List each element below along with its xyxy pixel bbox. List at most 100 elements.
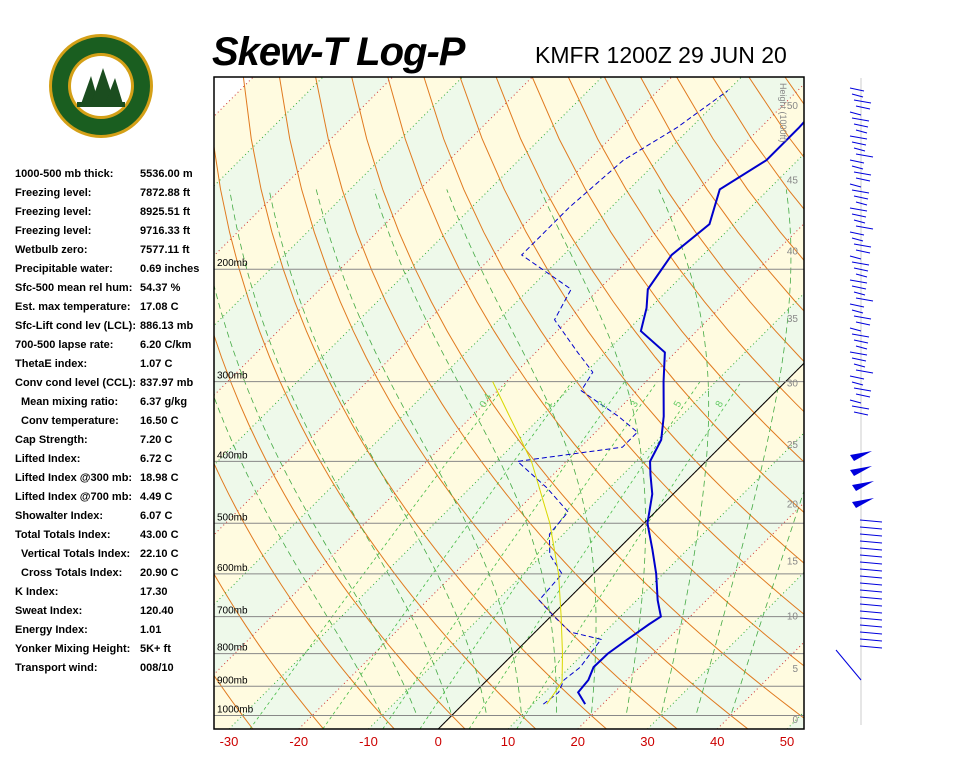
index-value: 20.90 C <box>140 567 179 579</box>
wind-pennant <box>850 451 872 461</box>
index-value: 886.13 mb <box>140 320 194 332</box>
mixing-ratio-label: 3 <box>629 399 642 410</box>
wind-barb <box>855 129 868 134</box>
wind-barb <box>849 207 868 212</box>
index-value: 837.97 mb <box>140 377 194 389</box>
isotherm <box>228 153 804 729</box>
wind-barb <box>859 519 883 523</box>
x-tick-label: 40 <box>710 734 724 749</box>
wind-barb <box>855 369 874 374</box>
dry-adiabat <box>279 77 678 729</box>
wind-barb <box>853 339 869 344</box>
isotherm <box>214 77 463 327</box>
index-row: Vertical Totals Index: 22.10 C <box>15 548 215 567</box>
height-tick-label: 5 <box>792 664 798 675</box>
x-tick-label: -20 <box>289 734 308 749</box>
index-value: 43.00 C <box>140 529 179 541</box>
index-value: 6.37 g/kg <box>140 396 188 408</box>
zero-isotherm <box>437 362 804 729</box>
wind-barb <box>849 327 862 332</box>
x-tick-label: -30 <box>220 734 239 749</box>
index-row: Transport wind: 008/10 <box>15 662 215 681</box>
index-value: 22.10 C <box>140 548 179 560</box>
index-value: 1.07 C <box>140 358 173 370</box>
index-value: 7577.11 ft <box>140 244 190 256</box>
wind-barb <box>855 153 874 158</box>
index-value: 5K+ ft <box>140 643 171 655</box>
dry-adiabat <box>214 572 324 729</box>
wind-barb <box>859 533 883 537</box>
index-row: Energy Index: 1.01 <box>15 624 215 643</box>
index-row: Est. max temperature: 17.08 C <box>15 301 215 320</box>
index-row: Lifted Index @300 mb: 18.98 C <box>15 472 215 491</box>
index-label: K Index: <box>15 586 59 598</box>
wind-barb <box>851 333 870 338</box>
index-label: Mean mixing ratio: <box>21 396 119 408</box>
temperature-profile <box>576 120 804 705</box>
wind-barb <box>849 279 868 284</box>
height-tick-label: 35 <box>787 314 799 325</box>
index-label: Lifted Index: <box>15 453 81 465</box>
dry-adiabat <box>857 77 960 729</box>
wind-barb <box>853 219 866 224</box>
isobar-label: 900mb <box>217 675 248 686</box>
station-time-label: KMFR 1200Z 29 JUN 20 <box>535 42 787 68</box>
isotherm <box>214 77 742 606</box>
wind-barb <box>859 624 883 628</box>
dry-adiabat <box>315 77 749 729</box>
index-label: Lifted Index @300 mb: <box>15 472 133 484</box>
x-tick-label: 50 <box>780 734 794 749</box>
index-value: 16.50 C <box>140 415 179 427</box>
wind-barb <box>859 589 883 593</box>
index-label: Total Totals Index: <box>15 529 111 541</box>
index-row: Showalter Index: 6.07 C <box>15 510 215 529</box>
wind-barb <box>853 315 872 320</box>
wind-pennant <box>852 481 874 491</box>
index-label: Lifted Index @700 mb: <box>15 491 133 503</box>
isobar-label: 600mb <box>217 563 248 574</box>
index-label: Freezing level: <box>15 206 92 218</box>
wind-barb <box>859 547 883 551</box>
index-label: Vertical Totals Index: <box>21 548 131 560</box>
height-tick-label: 45 <box>787 176 799 187</box>
wind-barb <box>849 87 865 92</box>
index-row: Conv cond level (CCL): 837.97 mb <box>15 377 215 396</box>
moist-adiabat <box>373 189 557 713</box>
isobar-label: 700mb <box>217 606 248 617</box>
index-row: Freezing level: 7872.88 ft <box>15 187 215 206</box>
isotherm <box>786 711 804 729</box>
index-row: Sweat Index: 120.40 <box>15 605 215 624</box>
wind-barb <box>849 135 868 140</box>
height-tick-label: 0 <box>792 715 798 726</box>
index-value: 5536.00 m <box>140 168 193 180</box>
wind-barb <box>849 351 868 356</box>
wind-barb <box>859 638 883 642</box>
index-value: 008/10 <box>140 662 174 674</box>
height-tick-label: 25 <box>787 440 799 451</box>
wind-barb <box>855 225 874 230</box>
isobar-label: 500mb <box>217 512 248 523</box>
wind-barb <box>855 249 871 254</box>
wind-barb <box>851 141 867 146</box>
wind-barb <box>851 213 867 218</box>
moist-adiabat <box>658 189 710 713</box>
index-row: K Index: 17.30 <box>15 586 215 605</box>
wind-barb <box>859 645 883 649</box>
wind-barb <box>859 561 883 565</box>
dry-adiabat <box>821 77 960 729</box>
index-value: 54.37 % <box>140 282 181 294</box>
wind-barb <box>853 363 866 368</box>
wind-barb <box>855 321 871 326</box>
index-row: Cap Strength: 7.20 C <box>15 434 215 453</box>
index-value: 120.40 <box>140 605 174 617</box>
wind-barb <box>851 285 867 290</box>
dry-adiabat <box>214 143 537 729</box>
mixing-ratio-line <box>382 381 626 729</box>
wind-barb <box>849 231 865 236</box>
mixing-ratio-label: 8 <box>714 399 727 410</box>
index-row: Wetbulb zero: 7577.11 ft <box>15 244 215 263</box>
mixing-ratio-line <box>419 381 658 729</box>
index-value: 7.20 C <box>140 434 173 446</box>
mixing-ratio-label: 5 <box>672 399 685 410</box>
index-label: Wetbulb zero: <box>15 244 88 256</box>
